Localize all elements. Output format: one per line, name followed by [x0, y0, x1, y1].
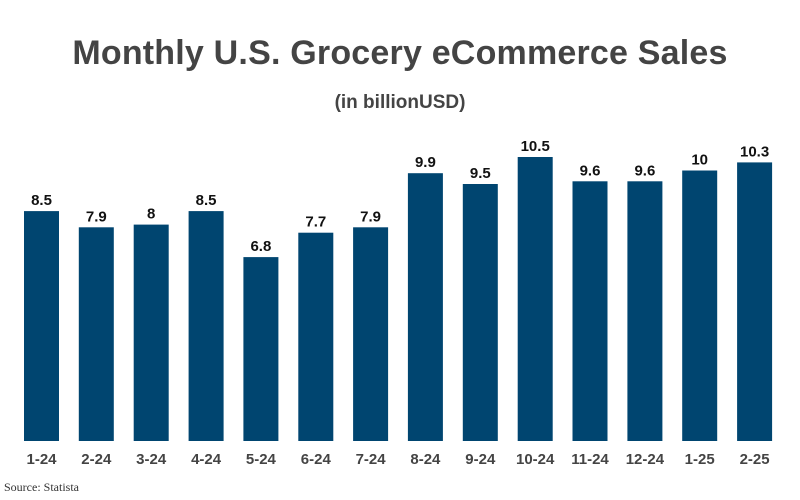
- bar-1-24: [24, 211, 59, 441]
- x-tick-label-9-24: 9-24: [465, 451, 496, 468]
- data-label-12-24: 9.6: [634, 162, 655, 179]
- bar-12-24: [627, 181, 663, 442]
- data-label-9-24: 9.5: [470, 165, 491, 182]
- bar-7-24: [353, 227, 389, 441]
- bar-6-24: [298, 232, 334, 441]
- data-label-6-24: 7.7: [305, 214, 326, 231]
- chart-title: Monthly U.S. Grocery eCommerce Sales: [72, 34, 728, 72]
- data-label-11-24: 9.6: [580, 162, 601, 179]
- data-label-1-24: 8.5: [31, 192, 52, 209]
- x-tick-label-2-25: 2-25: [740, 451, 770, 468]
- bar-9-24: [462, 184, 498, 441]
- bar-8-24: [407, 173, 443, 441]
- source-note: Source: Statista: [4, 480, 79, 494]
- data-label-2-24: 7.9: [86, 208, 107, 225]
- x-tick-label-1-25: 1-25: [685, 451, 715, 468]
- x-tick-label-10-24: 10-24: [516, 451, 555, 468]
- data-label-1-25: 10: [691, 152, 708, 169]
- x-tick-label-5-24: 5-24: [246, 451, 277, 468]
- bar-10-24: [517, 157, 553, 441]
- x-tick-label-2-24: 2-24: [81, 451, 112, 468]
- bar-2-24: [78, 227, 114, 441]
- x-tick-label-12-24: 12-24: [626, 451, 665, 468]
- x-tick-label-11-24: 11-24: [571, 451, 609, 468]
- bar-11-24: [572, 181, 608, 442]
- x-tick-label-7-24: 7-24: [356, 451, 387, 468]
- data-label-2-25: 10.3: [740, 143, 769, 160]
- x-tick-label-4-24: 4-24: [191, 451, 222, 468]
- x-tick-label-6-24: 6-24: [301, 451, 332, 468]
- x-tick-label-3-24: 3-24: [136, 451, 167, 468]
- x-tick-label-8-24: 8-24: [410, 451, 441, 468]
- bar-2-25: [737, 162, 773, 441]
- chart-subtitle: (in billionUSD): [334, 92, 466, 113]
- data-label-3-24: 8: [147, 206, 155, 223]
- x-tick-label-1-24: 1-24: [26, 451, 57, 468]
- data-label-7-24: 7.9: [360, 208, 381, 225]
- bar-1-25: [682, 170, 718, 441]
- bar-4-24: [188, 211, 224, 441]
- data-label-4-24: 8.5: [196, 192, 217, 209]
- bar-5-24: [243, 257, 279, 441]
- data-label-10-24: 10.5: [521, 138, 550, 155]
- data-label-8-24: 9.9: [415, 154, 436, 171]
- data-label-5-24: 6.8: [250, 238, 271, 255]
- bar-3-24: [133, 224, 169, 441]
